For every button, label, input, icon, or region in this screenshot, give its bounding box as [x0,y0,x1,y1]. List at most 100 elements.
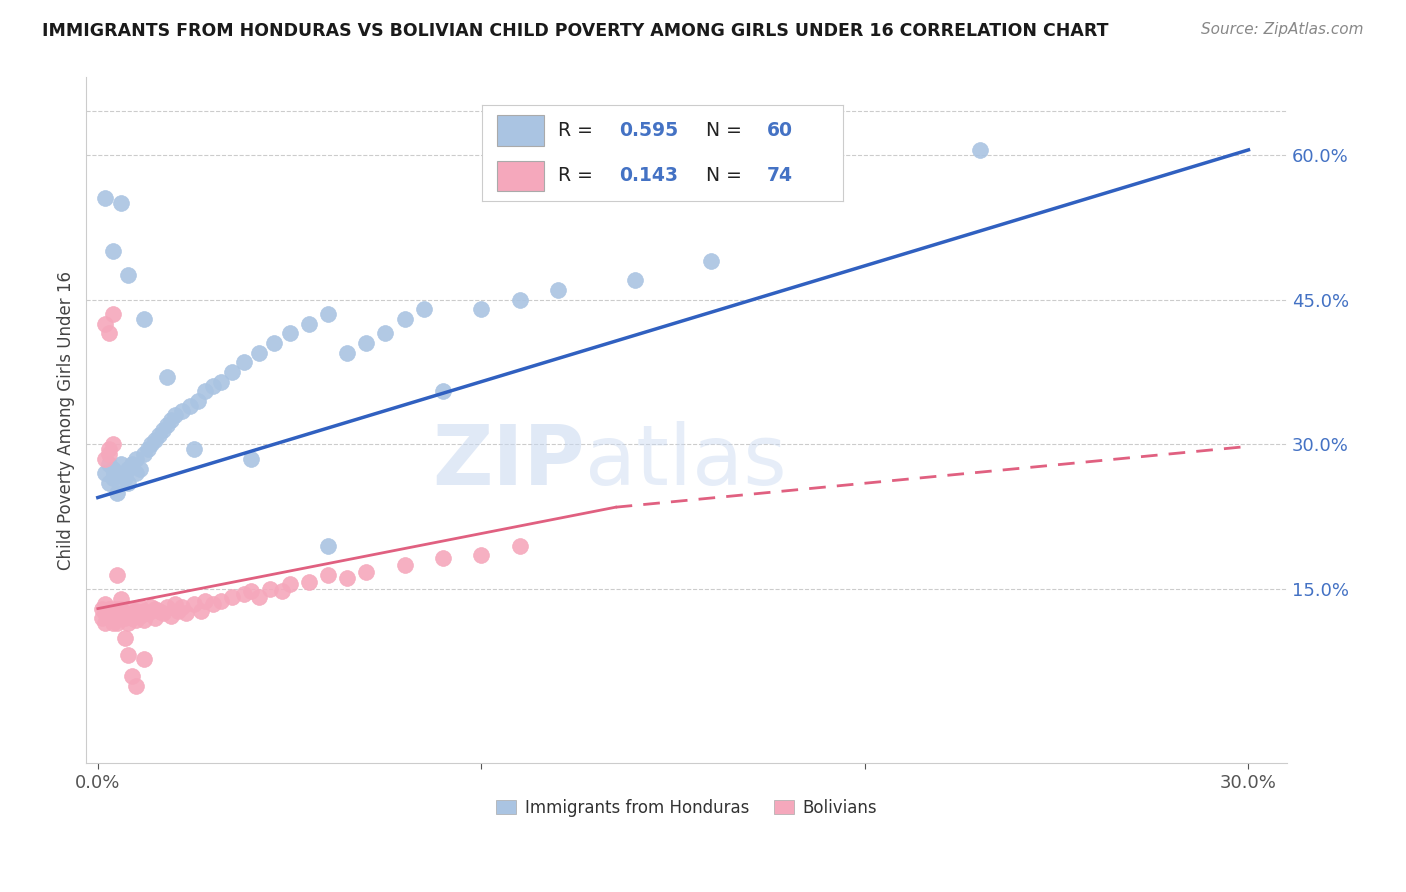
Point [101,461,124,475]
Point [114,607,136,621]
Text: IMMIGRANTS FROM HONDURAS VS BOLIVIAN CHILD POVERTY AMONG GIRLS UNDER 16 CORRELAT: IMMIGRANTS FROM HONDURAS VS BOLIVIAN CHI… [42,22,1109,40]
Point [110,476,132,491]
Point [232,355,254,369]
Point [101,611,124,625]
Point [105,485,128,500]
Point [336,345,359,359]
Point [159,609,181,624]
Point [969,143,991,157]
Point [152,423,174,437]
Point [156,369,179,384]
Point [98,607,121,621]
Point [316,539,339,553]
Point [121,457,143,471]
Point [94,451,117,466]
Point [98,447,121,461]
Point [94,317,117,331]
Point [143,611,166,625]
Point [129,609,152,624]
Point [121,669,143,683]
Point [148,603,170,617]
Point [278,577,301,591]
Point [94,597,117,611]
Point [174,607,197,621]
Point [132,652,155,666]
Point [117,461,139,475]
Point [143,601,166,615]
Point [167,603,190,617]
Point [110,196,132,211]
Point [221,590,243,604]
Point [172,599,194,614]
Point [356,565,378,579]
Point [114,471,136,485]
Point [125,451,148,466]
Point [98,326,121,341]
Point [163,597,186,611]
Point [121,611,143,625]
Point [110,591,132,606]
Point [201,379,224,393]
Point [190,603,212,617]
Point [110,611,132,625]
Point [98,442,121,457]
Point [101,437,124,451]
Point [259,582,281,597]
Point [232,587,254,601]
Point [356,336,378,351]
Point [117,648,139,662]
Point [117,268,139,283]
Point [105,601,128,615]
Point [470,302,492,317]
Text: atlas: atlas [585,421,786,502]
Point [125,603,148,617]
Point [623,273,645,287]
Point [470,549,492,563]
Point [209,594,232,608]
Point [298,574,321,589]
Point [316,307,339,321]
Point [412,302,434,317]
Point [152,607,174,621]
Point [98,601,121,615]
Point [136,442,159,457]
Point [94,467,117,481]
Point [179,399,201,413]
Point [125,679,148,693]
Point [201,597,224,611]
Point [101,616,124,631]
Point [90,601,112,615]
Point [98,476,121,491]
Point [143,433,166,447]
Point [240,584,263,599]
Text: Source: ZipAtlas.com: Source: ZipAtlas.com [1201,22,1364,37]
Point [125,467,148,481]
Point [132,613,155,627]
Point [114,467,136,481]
Point [183,442,205,457]
Point [101,244,124,259]
Point [129,599,152,614]
Point [700,254,723,268]
Point [101,601,124,615]
Point [247,590,270,604]
Point [209,375,232,389]
Point [90,611,112,625]
Point [94,191,117,205]
Point [547,283,569,297]
Point [336,571,359,585]
Point [148,427,170,442]
Point [298,317,321,331]
Point [172,403,194,417]
Point [183,597,205,611]
Point [110,601,132,615]
Point [194,594,217,608]
Point [105,467,128,481]
Point [132,311,155,326]
Point [509,539,531,553]
Point [141,437,163,451]
Point [374,326,396,341]
Point [117,476,139,491]
Point [101,471,124,485]
Point [94,616,117,631]
